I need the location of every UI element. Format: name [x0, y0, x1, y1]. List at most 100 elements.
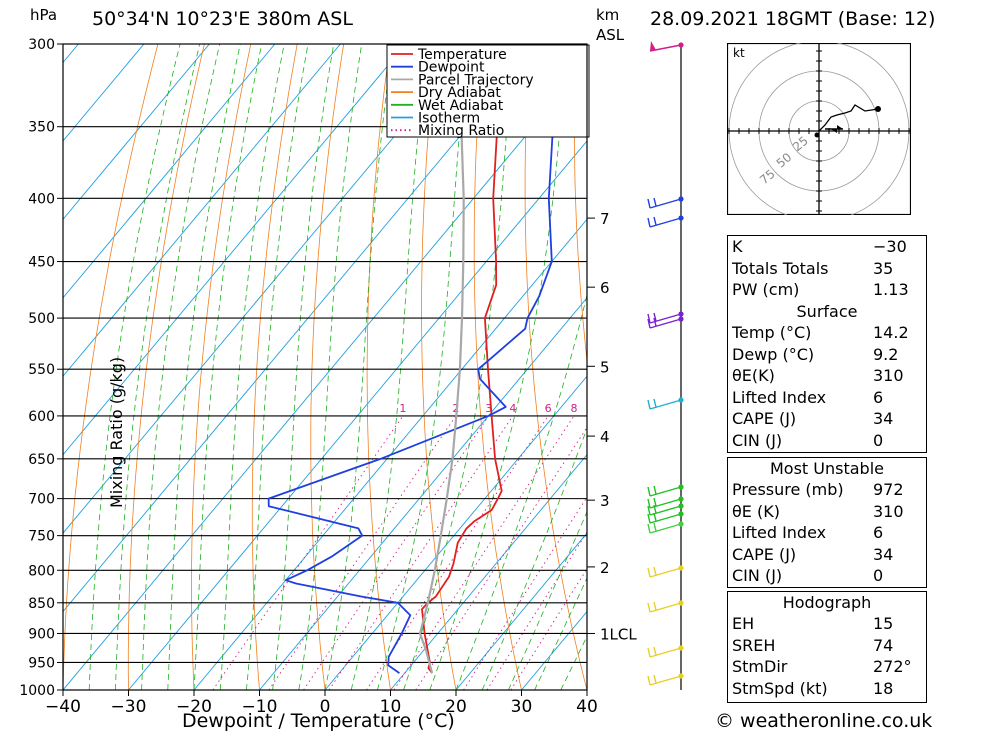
x-tick-label: −10 [242, 697, 278, 717]
table-row-label: StmSpd (kt) [732, 678, 828, 698]
dry-adiabat-line [669, 44, 720, 690]
km-tick-label: 6 [600, 279, 610, 297]
table-row-value: 310 [873, 366, 904, 386]
table-row-value: 34 [873, 409, 894, 429]
x-tick-label: 40 [576, 697, 598, 717]
isotherm-line [63, 61, 587, 690]
hodograph-unit-label: kt [733, 46, 745, 60]
surface-title: Surface [796, 302, 858, 321]
pressure-tick-label: 750 [28, 529, 55, 545]
table-row: K −30 [728, 236, 926, 258]
pressure-tick-label: 400 [28, 191, 55, 207]
hpa-axis-label: hPa [30, 6, 58, 24]
pressure-tick-label: 800 [28, 563, 55, 579]
skew-t-chart: 1 2 3 4 6 8 10 16 20 25 TemperatureDewpointParcel… [19, 37, 720, 732]
mixing-ratio-line [393, 415, 575, 690]
wind-barb-shaft [649, 217, 682, 228]
wet-adiabat-line [534, 577, 587, 690]
table-row-label: CAPE (J) [732, 544, 797, 564]
table-row-value: 310 [873, 501, 904, 521]
wind-barb-flag [650, 41, 656, 51]
table-row-label: SREH [732, 635, 776, 655]
isotherm-line [128, 140, 587, 690]
sounding-series [267, 44, 561, 674]
table-row-label: θE (K) [732, 501, 780, 521]
wind-barb-feather [647, 313, 651, 324]
table-row-value: 1.13 [873, 280, 909, 300]
table-row: CIN (J) 0 [728, 430, 926, 452]
most-unstable-title: Most Unstable [770, 459, 884, 478]
wet-adiabat-line [167, 44, 241, 690]
wet-adiabat-line [560, 635, 587, 690]
wet-adiabat-line [455, 293, 587, 690]
pressure-tick-label: 600 [28, 409, 55, 425]
table-row-value: 14.2 [873, 323, 909, 342]
table-row: θE (K) 310 [728, 501, 926, 523]
wind-barb-shaft [649, 486, 682, 497]
legend-label: Mixing Ratio [418, 123, 504, 139]
pressure-tick-label: 900 [28, 626, 55, 642]
legend-box [386, 44, 590, 138]
table-row-value: 272° [873, 657, 912, 677]
x-tick-label: 20 [445, 697, 467, 717]
wind-barb-feather [647, 498, 651, 509]
isotherm-line [390, 453, 587, 690]
axes: 3003504004505005506006507007508008509009… [19, 37, 637, 717]
table-row-value: 15 [873, 614, 894, 633]
asl-axis-label: ASL [596, 26, 625, 44]
pressure-tick-label: 350 [28, 120, 55, 136]
mixing-ratio-label: 1 [399, 402, 406, 415]
isotherm-line [63, 44, 210, 221]
table-row-label: CIN (J) [732, 566, 783, 586]
wet-adiabat-line [481, 427, 587, 690]
legend-label: Parcel Trajectory [418, 72, 534, 88]
sounding-datetime: 28.09.2021 18GMT (Base: 12) [650, 8, 936, 30]
wind-barb-feather [647, 675, 651, 686]
dewpoint-line [267, 44, 561, 674]
legend-label: Temperature [417, 47, 507, 63]
hodograph-end-point [875, 106, 881, 112]
table-row-label: CIN (J) [732, 430, 783, 450]
pressure-tick-label: 700 [28, 492, 55, 508]
wind-barb-feather [647, 198, 651, 209]
wind-barb-feather [653, 317, 657, 327]
isotherm-line [259, 297, 587, 690]
dry-adiabat-line [715, 44, 720, 690]
wet-adiabat-line [350, 44, 429, 690]
hodograph-axes [727, 43, 911, 215]
pressure-tick-label: 500 [28, 311, 55, 327]
mixing-ratio-label: 10 [588, 402, 602, 415]
x-tick-label: 0 [320, 697, 331, 717]
wind-barb-feather [653, 504, 657, 514]
table-row-value: 74 [873, 635, 894, 655]
isotherm-line [455, 532, 587, 690]
wind-barb-icon [647, 311, 684, 324]
table-row-label: Lifted Index [732, 387, 827, 407]
wind-barb-feather [647, 647, 651, 658]
table-row-label: Pressure (mb) [732, 480, 844, 499]
wind-barb-feather [647, 513, 651, 524]
wind-barb-shaft [649, 498, 682, 509]
table-row: CAPE (J) 34 [728, 408, 926, 430]
km-tick-label: 1LCL [600, 625, 637, 643]
isotherm-line [63, 44, 276, 299]
mixing-ratio-line [366, 415, 549, 690]
wind-barb-feather [647, 567, 651, 578]
wind-barb-icon [647, 521, 684, 534]
wind-barb-icon [647, 511, 684, 524]
table-row-label: Temp (°C) [732, 323, 812, 342]
x-tick-label: 10 [380, 697, 402, 717]
wind-barb-shaft [649, 399, 682, 410]
table-row-value: 35 [873, 258, 894, 278]
table-row-value: 0 [873, 566, 884, 586]
hodograph-trace [818, 104, 879, 132]
table-row-label: StmDir [732, 657, 788, 677]
wind-barb-shaft [649, 318, 682, 329]
table-row-label: Lifted Index [732, 523, 827, 543]
km-tick-label: 7 [600, 210, 610, 228]
km-tick-label: 3 [600, 492, 610, 510]
wind-barb-shaft [649, 198, 682, 209]
table-row-value: 0 [873, 430, 884, 450]
wind-barb-feather [653, 512, 657, 522]
